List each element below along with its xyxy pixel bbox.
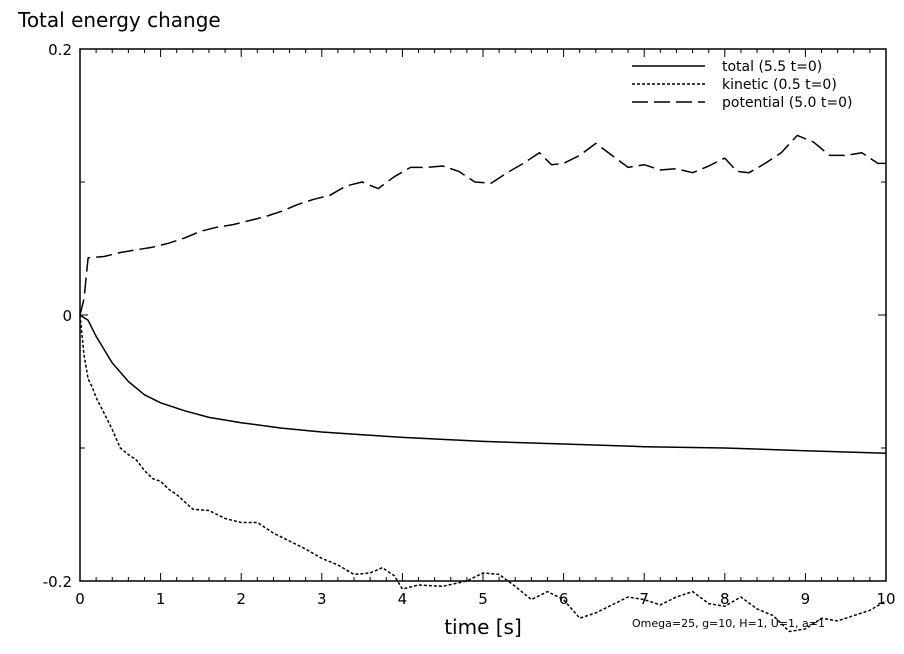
y-tick-label: 0.2 — [48, 41, 72, 59]
x-tick-label: 4 — [398, 590, 408, 608]
y-tick-label: 0 — [62, 307, 72, 325]
y-tick-label: -0.2 — [43, 573, 72, 591]
legend-label-kinetic: kinetic (0.5 t=0) — [722, 77, 837, 93]
series-line-potential — [79, 134, 886, 316]
legend-label-total: total (5.5 t=0) — [722, 59, 822, 75]
plot-frame — [79, 48, 887, 582]
x-tick-label: 1 — [156, 590, 166, 608]
x-tick-label: 6 — [559, 590, 569, 608]
x-tick-label: 8 — [720, 590, 730, 608]
x-tick-label: 7 — [639, 590, 649, 608]
x-axis-ticks: 0 1 2 3 4 5 6 7 8 9 10 — [75, 49, 896, 608]
series-line-total — [79, 314, 887, 455]
x-tick-label: 5 — [478, 590, 488, 608]
legend-label-potential: potential (5.0 t=0) — [722, 95, 853, 111]
y-axis-ticks: -0.2 0 0.2 — [43, 41, 886, 591]
x-tick-label: 0 — [75, 590, 85, 608]
x-tick-label: 9 — [801, 590, 811, 608]
x-axis-label: time [s] — [444, 615, 522, 639]
x-tick-label: 3 — [317, 590, 327, 608]
series-lines — [79, 134, 887, 633]
series-line-kinetic — [79, 314, 887, 633]
parameters-annotation: Omega=25, g=10, H=1, U=1, a=1 — [632, 617, 825, 630]
chart-title: Total energy change — [17, 8, 221, 32]
x-tick-label: 10 — [876, 590, 895, 608]
legend: total (5.5 t=0) kinetic (0.5 t=0) potent… — [632, 59, 853, 111]
x-tick-label: 2 — [236, 590, 246, 608]
